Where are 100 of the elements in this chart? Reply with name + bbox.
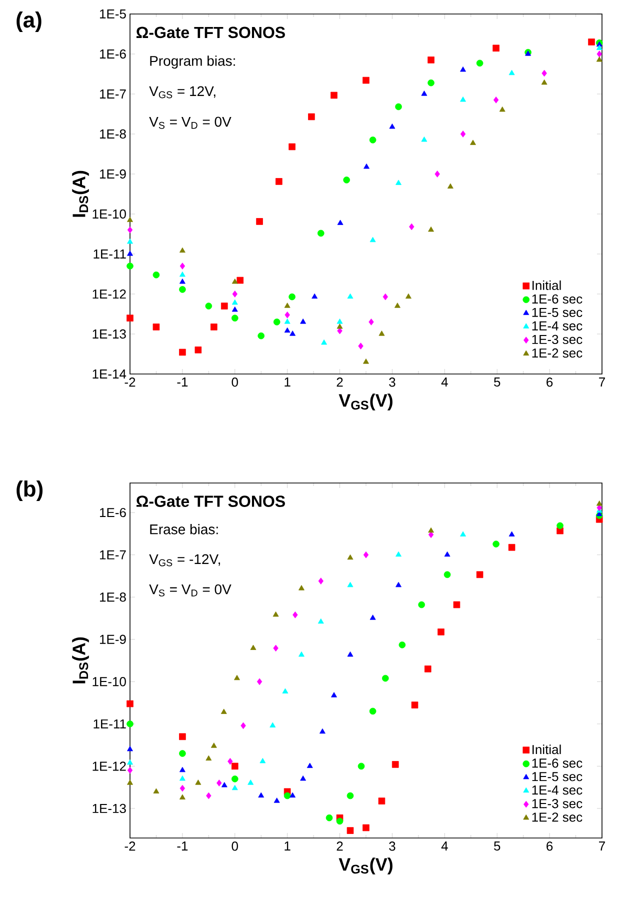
point <box>434 170 440 178</box>
point <box>363 551 369 558</box>
point <box>369 708 376 715</box>
point <box>508 531 515 536</box>
x-tick-label: -1 <box>177 378 188 386</box>
x-tick-label: 5 <box>494 378 500 387</box>
point <box>370 614 376 620</box>
point <box>460 531 466 536</box>
point <box>368 318 374 326</box>
point <box>358 762 365 770</box>
point <box>127 250 133 256</box>
point <box>210 324 218 330</box>
point <box>326 814 333 822</box>
legend-label: 1E-4 sec <box>532 786 582 795</box>
point <box>152 272 160 278</box>
x-tick-label: 0 <box>232 378 238 387</box>
point <box>337 220 344 225</box>
x-tick-label: 3 <box>389 842 396 851</box>
point <box>330 92 338 99</box>
point <box>179 766 186 772</box>
point <box>362 824 370 832</box>
y-axis-title: I$_{DS}$(A) <box>72 170 89 217</box>
point <box>319 728 326 734</box>
point <box>378 798 386 804</box>
point <box>273 644 278 652</box>
point <box>206 755 212 761</box>
point <box>499 106 506 112</box>
point <box>126 720 134 728</box>
point <box>369 136 376 144</box>
legend-label: 1E-3 sec <box>532 799 582 808</box>
point <box>428 531 434 538</box>
x-tick-label: 1 <box>284 378 290 386</box>
legend-label: 1E-5 sec <box>532 308 582 318</box>
annotation: Erase bias: <box>150 524 218 534</box>
point <box>152 324 160 330</box>
point <box>347 651 354 657</box>
y-tick-label: 1E-13 <box>92 804 126 814</box>
point <box>270 722 276 728</box>
point <box>194 346 202 354</box>
point <box>346 827 354 834</box>
y-tick-label: 1E-7 <box>100 550 126 560</box>
point <box>220 302 228 310</box>
point <box>284 792 291 800</box>
point <box>395 103 402 110</box>
point <box>272 611 279 617</box>
annotation: V$_{GS}$ = -12V, <box>149 554 220 566</box>
y-tick-label: 1E-12 <box>92 289 126 299</box>
text: Ω-Gate TFT SONOS <box>136 26 285 38</box>
x-tick-label: 7 <box>599 842 605 850</box>
point <box>421 136 428 142</box>
point <box>321 339 328 345</box>
legend-label: 1E-4 sec <box>532 321 582 330</box>
y-axis-title: I$_{DS}$(A) <box>72 637 89 684</box>
point <box>362 76 370 84</box>
point <box>256 218 263 225</box>
x-tick-label: 5 <box>494 842 500 851</box>
point <box>179 776 186 781</box>
point <box>298 585 304 590</box>
point <box>250 644 256 650</box>
chart-title: (b) <box>16 480 43 502</box>
point <box>396 180 402 185</box>
point <box>236 276 244 284</box>
x-tick-label: -1 <box>177 842 188 850</box>
point <box>331 692 337 698</box>
point <box>284 302 290 308</box>
y-tick-label: 1E-8 <box>100 592 126 602</box>
point <box>347 582 354 588</box>
annotation: V$_{GS}$ = 12V, <box>149 86 216 98</box>
point <box>292 611 298 618</box>
x-tick-label: 1 <box>284 842 290 850</box>
point <box>460 130 466 138</box>
x-tick-label: -2 <box>124 842 136 851</box>
point <box>428 527 434 533</box>
y-tick-label: 1E-9 <box>100 634 126 644</box>
point <box>492 540 500 548</box>
point <box>453 601 460 608</box>
point <box>300 776 306 781</box>
point <box>300 318 306 324</box>
point <box>596 44 602 50</box>
point <box>364 164 370 169</box>
point <box>288 293 296 300</box>
legend-label: 1E-5 sec <box>532 772 582 782</box>
point <box>284 312 290 318</box>
point <box>180 262 186 270</box>
point <box>476 571 484 578</box>
point <box>492 44 500 52</box>
y-tick-label: 1E-8 <box>100 129 126 139</box>
y-tick-label: 1E-5 <box>100 9 126 19</box>
point <box>428 226 434 232</box>
point <box>382 674 389 682</box>
point <box>363 358 369 364</box>
point <box>260 758 266 764</box>
y-tick-label: 1E-9 <box>100 169 126 179</box>
point <box>179 272 186 277</box>
point <box>542 70 547 77</box>
point <box>256 678 262 686</box>
point <box>394 302 400 308</box>
point <box>541 79 548 85</box>
point <box>290 330 296 336</box>
point <box>470 140 476 145</box>
